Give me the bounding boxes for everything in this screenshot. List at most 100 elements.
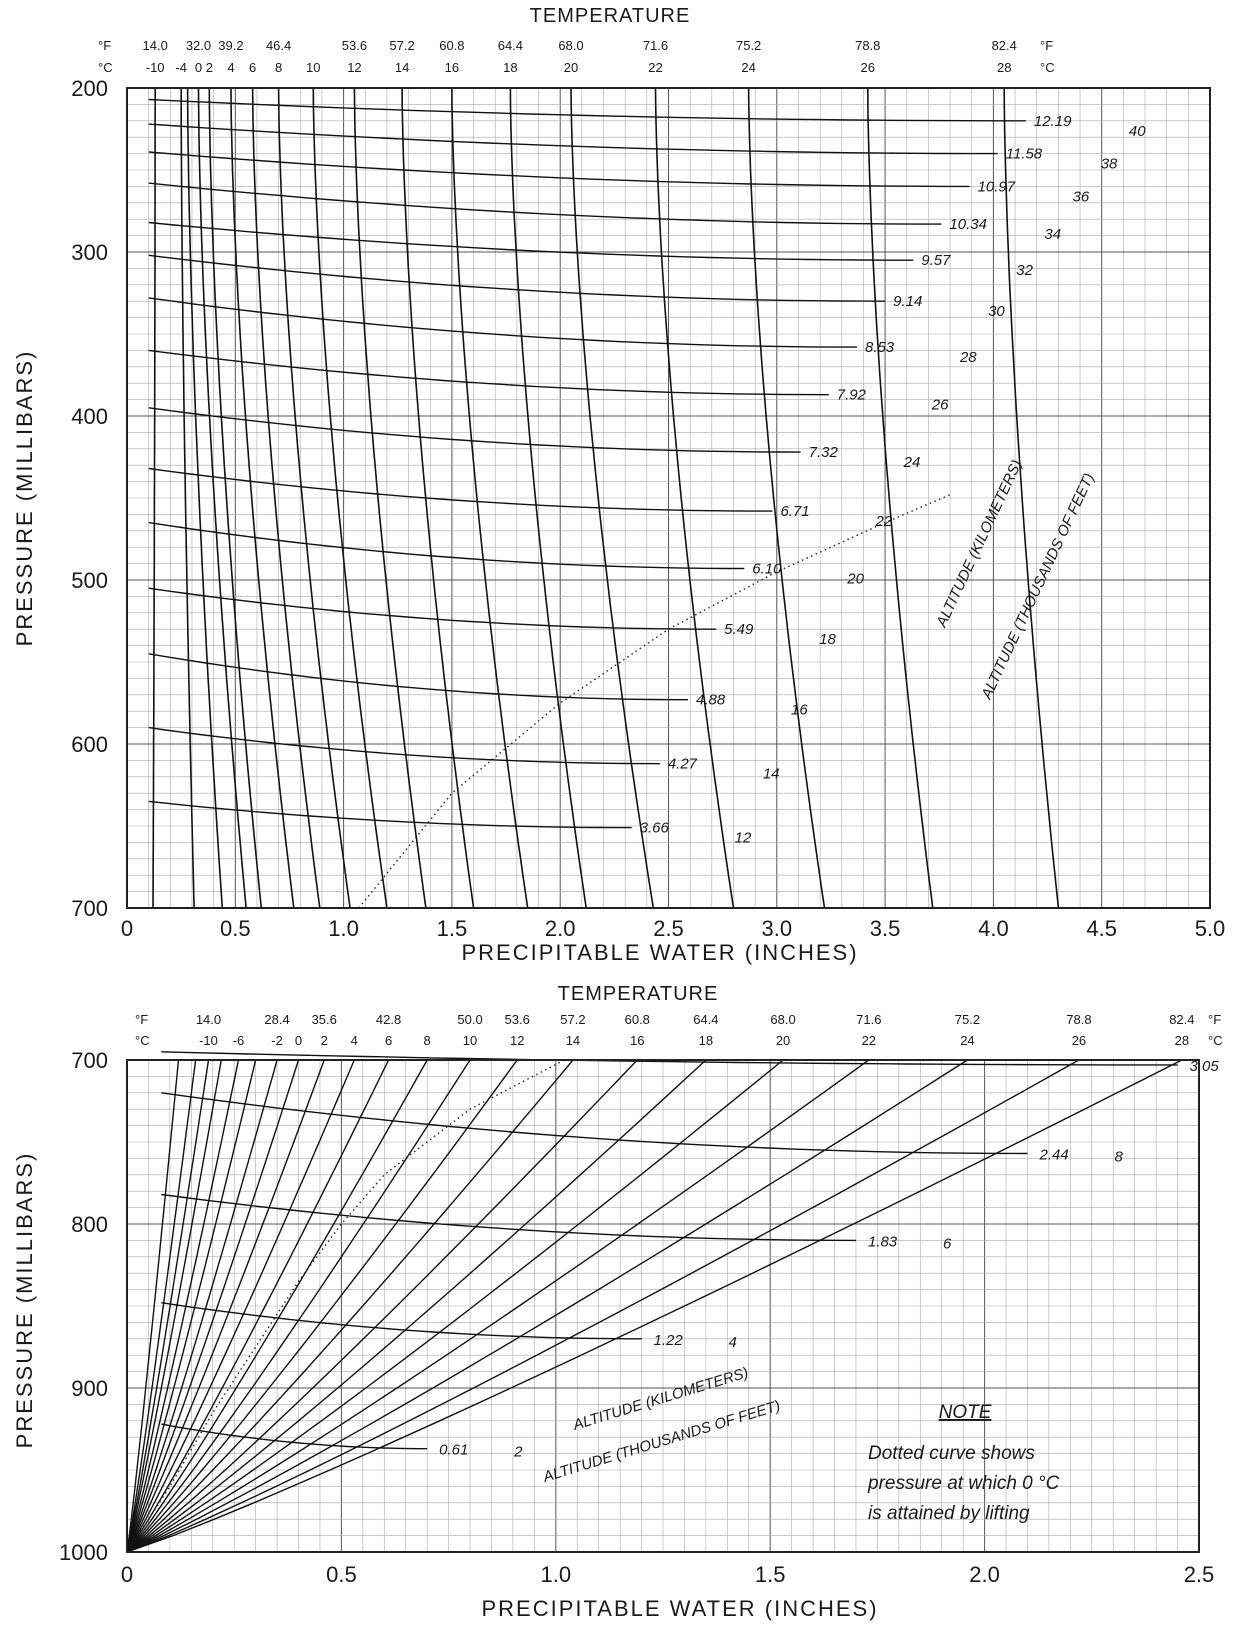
upper-y-tick-labels: 200 300 400 500 600 700 bbox=[71, 76, 108, 921]
lower-f-unit-right: °F bbox=[1208, 1012, 1221, 1027]
upper-x-tick: 1.0 bbox=[328, 916, 359, 941]
note-box: NOTE Dotted curve shows pressure at whic… bbox=[867, 1402, 1060, 1524]
upper-x-tick-labels: 0 0.5 1.0 1.5 2.0 2.5 3.0 3.5 4.0 4.5 5.0 bbox=[121, 916, 1225, 941]
lower-celsius-tick: 12 bbox=[510, 1033, 524, 1048]
upper-x-tick: 4.0 bbox=[978, 916, 1009, 941]
upper-temperature-curve bbox=[867, 87, 934, 909]
lower-altitude-ft-label: 2 bbox=[513, 1444, 523, 1461]
lower-x-tick-labels: 0 0.5 1.0 1.5 2.0 2.5 bbox=[121, 1562, 1214, 1587]
lower-fahrenheit-tick: 78.8 bbox=[1066, 1012, 1091, 1027]
lower-y-tick: 800 bbox=[71, 1212, 108, 1237]
lower-fahrenheit-tick: 35.6 bbox=[312, 1012, 337, 1027]
upper-altitude-curve bbox=[148, 182, 942, 225]
lower-c-unit-right: °C bbox=[1208, 1033, 1223, 1048]
lower-temperature-curve bbox=[126, 1059, 197, 1553]
lower-altitude-curve bbox=[161, 1423, 428, 1450]
lower-c-unit-left: °C bbox=[135, 1033, 150, 1048]
lower-celsius-tick: 16 bbox=[630, 1033, 644, 1048]
lower-fahrenheit-ticks: 14.0 28.4 35.6 42.8 50.0 53.6 57.2 60.8 64.4 68.0… bbox=[196, 1012, 1195, 1027]
upper-altitude-curve bbox=[148, 123, 998, 155]
upper-altitude-km-label: 9.57 bbox=[921, 252, 951, 269]
lower-fahrenheit-tick: 14.0 bbox=[196, 1012, 221, 1027]
lower-temperature-curve bbox=[126, 1059, 180, 1553]
lower-celsius-tick: -10 bbox=[199, 1033, 218, 1048]
upper-altitude-curve bbox=[148, 254, 886, 302]
upper-altitude-km-label: 6.71 bbox=[780, 503, 809, 520]
lower-fahrenheit-tick: 71.6 bbox=[856, 1012, 881, 1027]
upper-fahrenheit-tick: 71.6 bbox=[643, 38, 668, 53]
lower-celsius-tick: 2 bbox=[321, 1033, 328, 1048]
upper-temperature-curve bbox=[180, 88, 195, 909]
upper-f-unit-left: °F bbox=[98, 38, 111, 53]
upper-f-unit-right: °F bbox=[1040, 38, 1053, 53]
upper-zero-celsius-dotted-curve bbox=[358, 494, 951, 909]
upper-altitude-ft-label: 20 bbox=[846, 571, 864, 588]
upper-temperature-curve bbox=[353, 87, 427, 909]
upper-celsius-tick: 4 bbox=[227, 60, 234, 75]
upper-altitude-km-label: 10.34 bbox=[949, 216, 987, 233]
upper-altitude-km-label: 11.58 bbox=[1006, 146, 1043, 163]
upper-fahrenheit-tick: 53.6 bbox=[342, 38, 367, 53]
upper-celsius-tick: 6 bbox=[249, 60, 256, 75]
lower-celsius-ticks: -10 -6 -2 0 2 4 6 8 10 12 14 16 18 20 22 24 26 28 bbox=[199, 1033, 1189, 1048]
lower-fahrenheit-tick: 42.8 bbox=[376, 1012, 401, 1027]
upper-temperature-curve bbox=[152, 88, 156, 909]
lower-y-axis-label: PRESSURE (MILLIBARS) bbox=[12, 1152, 37, 1449]
upper-altitude-curve bbox=[148, 726, 660, 765]
upper-c-unit-left: °C bbox=[98, 60, 113, 75]
upper-x-tick: 0.5 bbox=[220, 916, 251, 941]
upper-temperature-curve bbox=[208, 87, 263, 909]
upper-y-axis-label: PRESSURE (MILLIBARS) bbox=[12, 350, 37, 647]
lower-y-tick-labels: 700 800 900 1000 bbox=[59, 1048, 108, 1565]
lower-fahrenheit-tick: 57.2 bbox=[560, 1012, 585, 1027]
upper-altitude-curve bbox=[148, 587, 717, 630]
lower-temperature-curve bbox=[126, 1059, 278, 1553]
lower-temperature-curve bbox=[126, 1059, 870, 1553]
lower-celsius-tick: -6 bbox=[233, 1033, 245, 1048]
lower-altitude-km-label: 0.61 bbox=[439, 1442, 468, 1459]
lower-fahrenheit-tick: 64.4 bbox=[693, 1012, 718, 1027]
upper-altitude-km-label: 9.14 bbox=[893, 293, 922, 310]
upper-y-tick: 400 bbox=[71, 404, 108, 429]
upper-altitude-km-label: 12.19 bbox=[1034, 113, 1072, 130]
upper-fahrenheit-ticks: 14.0 32.0 39.2 46.4 53.6 57.2 60.8 64.4 68.0 71.6… bbox=[143, 38, 1017, 53]
lower-fahrenheit-tick: 82.4 bbox=[1169, 1012, 1194, 1027]
upper-temperature-curve bbox=[509, 87, 587, 909]
note-line-3: is attained by lifting bbox=[868, 1503, 1030, 1524]
lower-y-tick: 1000 bbox=[59, 1540, 108, 1565]
lower-celsius-tick: 0 bbox=[295, 1033, 302, 1048]
upper-celsius-tick: -10 bbox=[146, 60, 165, 75]
lower-fahrenheit-tick: 53.6 bbox=[505, 1012, 530, 1027]
lower-temperature-curves bbox=[126, 1059, 1183, 1553]
upper-altitude-curves: 12.19 40 11.58 38 10.97 36 10.34 34 9.57 32 9.14 30… bbox=[148, 98, 1146, 847]
upper-fahrenheit-tick: 68.0 bbox=[558, 38, 583, 53]
lower-temperature-curve bbox=[126, 1059, 707, 1553]
upper-altitude-km-label: 3.66 bbox=[640, 820, 670, 837]
lower-y-tick: 700 bbox=[71, 1048, 108, 1073]
lower-x-tick: 0.5 bbox=[326, 1562, 357, 1587]
upper-temperature-curve bbox=[277, 87, 351, 909]
upper-altitude-ft-label: 30 bbox=[988, 303, 1005, 320]
upper-temperature-curve bbox=[570, 87, 655, 909]
upper-y-tick: 600 bbox=[71, 732, 108, 757]
lower-celsius-tick: 4 bbox=[351, 1033, 358, 1048]
upper-altitude-ft-label: 28 bbox=[959, 349, 977, 366]
upper-celsius-tick: 26 bbox=[861, 60, 875, 75]
upper-temperature-curve bbox=[312, 87, 388, 909]
lower-altitude-ft-label: 6 bbox=[943, 1235, 952, 1252]
upper-celsius-tick: 22 bbox=[648, 60, 662, 75]
lower-altitude-curve bbox=[161, 1193, 857, 1242]
upper-celsius-tick: 24 bbox=[741, 60, 755, 75]
upper-altitude-ft-label: 18 bbox=[819, 631, 836, 648]
upper-temperature-title: TEMPERATURE bbox=[530, 5, 691, 27]
upper-fahrenheit-tick: 78.8 bbox=[855, 38, 880, 53]
lower-altitude-km-label: 2.44 bbox=[1038, 1146, 1068, 1163]
lower-celsius-tick: 22 bbox=[862, 1033, 876, 1048]
upper-altitude-ft-label: 26 bbox=[931, 397, 949, 414]
chart-upper: 12.194011.583810.973610.34349.57329.1430… bbox=[12, 5, 1225, 965]
upper-altitude-curve bbox=[148, 800, 632, 829]
upper-x-tick: 0 bbox=[121, 916, 133, 941]
upper-celsius-tick: 0 bbox=[195, 60, 202, 75]
upper-altitude-km-label: 7.32 bbox=[809, 444, 839, 461]
